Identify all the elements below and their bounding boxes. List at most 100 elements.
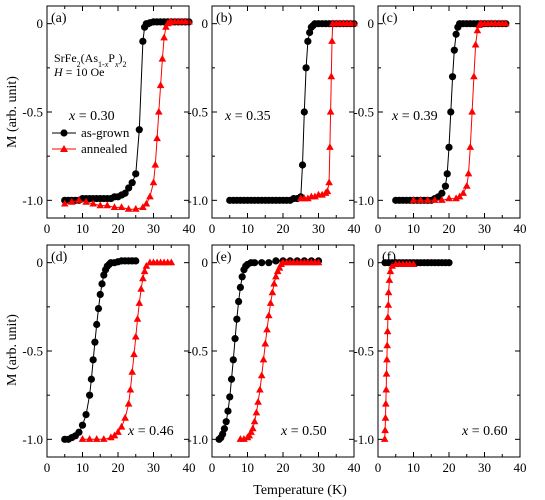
- data-point: [459, 189, 467, 196]
- data-point: [383, 327, 392, 335]
- x-tick-label: 20: [112, 221, 125, 236]
- data-point: [450, 46, 458, 54]
- data-point: [92, 435, 101, 442]
- data-point: [423, 196, 432, 203]
- data-point: [300, 108, 308, 116]
- data-point: [140, 267, 149, 275]
- series-as-grown: [61, 257, 140, 443]
- data-point: [247, 428, 255, 435]
- x-tick-label: 20: [277, 221, 290, 236]
- panel-2: 0 10 20 30 40 0 -0.5 -1.0 (b) x = 0.35: [187, 5, 361, 236]
- x-tick-label: 40: [348, 221, 361, 236]
- data-point: [266, 299, 275, 306]
- data-point: [124, 399, 133, 407]
- panel-5: 0 10 20 30 40 0 -0.5 -1.0 (e) x = 0.50: [187, 244, 361, 475]
- data-point: [61, 199, 69, 207]
- data-point: [311, 192, 319, 200]
- data-point: [78, 421, 87, 429]
- xlabel: Temperature (K): [253, 483, 347, 498]
- data-point: [135, 126, 143, 134]
- data-point: [259, 355, 268, 363]
- x-tick-label: 10: [76, 460, 89, 475]
- data-point: [82, 197, 90, 205]
- data-point: [151, 160, 160, 168]
- data-point: [502, 19, 510, 27]
- data-point: [160, 33, 168, 41]
- y-tick-label: -0.5: [187, 344, 208, 359]
- x-tick-label: 10: [407, 460, 420, 475]
- y-tick-label: -1.0: [353, 193, 374, 208]
- data-point: [416, 196, 425, 203]
- x-tick-label: 30: [312, 221, 325, 236]
- data-point: [409, 196, 418, 203]
- x-tick-label: 40: [183, 221, 196, 236]
- data-point: [135, 299, 144, 306]
- data-point: [110, 431, 119, 439]
- data-point: [142, 199, 151, 207]
- data-point: [385, 276, 394, 283]
- composition-label: x = 0.46: [127, 424, 174, 439]
- panel-frame: [46, 244, 190, 458]
- data-point: [270, 279, 278, 287]
- data-point: [473, 26, 482, 34]
- data-point: [153, 134, 161, 142]
- data-point: [258, 259, 266, 267]
- data-point: [132, 257, 140, 265]
- data-point: [220, 425, 229, 433]
- data-point: [447, 108, 455, 116]
- data-point: [384, 313, 392, 320]
- data-point: [298, 161, 307, 169]
- composition-label: x = 0.50: [280, 424, 327, 439]
- y-tick-label: -0.5: [353, 344, 374, 359]
- data-point: [272, 272, 280, 280]
- data-point: [89, 356, 97, 364]
- data-point: [126, 385, 135, 393]
- data-point: [167, 258, 176, 266]
- data-point: [455, 192, 464, 200]
- data-point: [323, 187, 332, 195]
- legend-annealed-marker: [60, 145, 68, 152]
- y-tick-label: -0.5: [22, 105, 43, 120]
- panel-label: (b): [216, 11, 233, 26]
- data-point: [384, 288, 393, 296]
- data-point: [85, 435, 94, 442]
- data-point: [238, 273, 246, 281]
- compound-formula: SrFe2(As1-xPx)2: [54, 51, 127, 69]
- data-point: [304, 37, 312, 45]
- data-point: [110, 203, 119, 210]
- data-point: [98, 280, 106, 288]
- data-point: [130, 350, 138, 358]
- data-point: [382, 385, 390, 393]
- field-label: H = 10 Oe: [53, 65, 104, 79]
- data-point: [96, 201, 104, 209]
- series-annealed: [236, 258, 323, 442]
- data-point: [448, 73, 457, 81]
- panel-3: 0 10 20 30 40 0 -0.5 -1.0 (c) x = 0.39: [353, 5, 527, 236]
- data-point: [445, 143, 453, 151]
- data-point: [443, 170, 451, 178]
- ylabel-bottom: M (arb. unit): [5, 314, 20, 386]
- y-tick-label: -0.5: [187, 105, 208, 120]
- series-line: [64, 260, 136, 440]
- data-point: [100, 435, 108, 442]
- data-point: [89, 199, 97, 207]
- panel-frame: [377, 244, 521, 458]
- data-point: [470, 72, 478, 80]
- data-point: [265, 311, 273, 319]
- panel-1: 0 10 20 30 40 0 -0.5 -1.0 (a) x = 0.30: [22, 5, 196, 236]
- legend: as-grown annealed: [52, 125, 130, 156]
- composition-label: x = 0.39: [391, 109, 438, 124]
- series-as-grown: [215, 257, 323, 443]
- data-point: [94, 305, 103, 313]
- y-tick-label: 0: [368, 255, 375, 270]
- data-point: [222, 418, 230, 426]
- data-point: [121, 413, 129, 421]
- panel-6: 0 10 20 30 40 0 -0.5 -1.0 (f) x = 0.60: [353, 244, 527, 475]
- y-tick-label: -0.5: [353, 105, 374, 120]
- data-point: [155, 107, 163, 115]
- data-point: [231, 335, 239, 343]
- series-annealed: [296, 19, 358, 202]
- y-tick-label: -1.0: [353, 432, 374, 447]
- data-point: [314, 258, 323, 266]
